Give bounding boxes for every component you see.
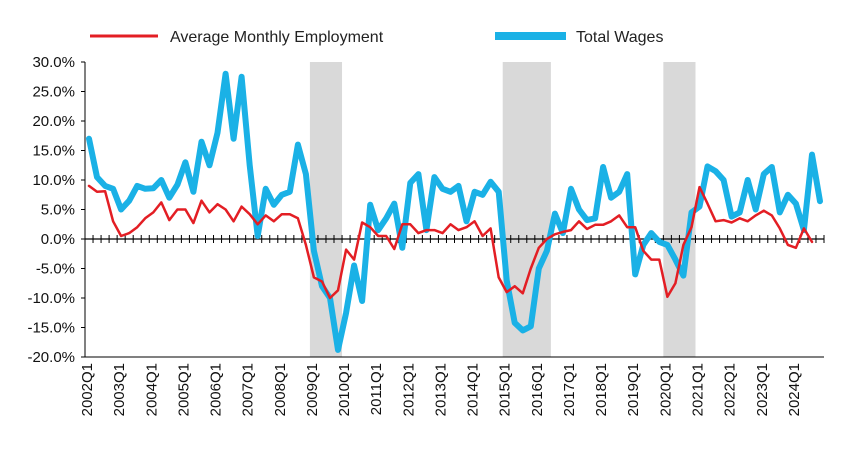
axes-layer: 30.0% 25.0% 20.0% 15.0% 10.0% 5.0% 0.0% -5.0% -1… [27, 54, 825, 416]
y-tick-label: 10.0% [32, 172, 75, 189]
y-tick-label: -15.0% [27, 320, 75, 337]
series-layer [86, 70, 823, 353]
x-tick-label: 2010Q1 [336, 363, 353, 416]
x-tick-label: 2016Q1 [529, 363, 546, 416]
legend-label-employment: Average Monthly Employment [170, 29, 384, 46]
y-tick-label: 25.0% [32, 84, 75, 101]
x-tick-label: 2008Q1 [272, 363, 289, 416]
x-tick-label: 2018Q1 [593, 363, 610, 416]
y-tick-label: 15.0% [32, 143, 75, 160]
x-tick-label: 2024Q1 [786, 363, 803, 416]
x-tick-label: 2006Q1 [208, 363, 225, 416]
y-tick-label: -10.0% [27, 290, 75, 307]
x-tick-label: 2020Q1 [657, 363, 674, 416]
y-tick-label: 0.0% [41, 231, 75, 248]
x-tick-label: 2023Q1 [754, 363, 771, 416]
y-tick-label: 5.0% [41, 202, 75, 219]
x-tick-label: 2013Q1 [432, 363, 449, 416]
x-tick-label: 2022Q1 [722, 363, 739, 416]
x-tick-label: 2014Q1 [465, 363, 482, 416]
x-tick-label: 2017Q1 [561, 363, 578, 416]
recession-band-3 [663, 62, 696, 357]
x-tick-label: 2015Q1 [497, 363, 514, 416]
x-tick-label: 2002Q1 [79, 363, 96, 416]
y-tick-label: -20.0% [27, 349, 75, 366]
x-tick-label: 2005Q1 [175, 363, 192, 416]
x-tick-label: 2011Q1 [368, 363, 385, 415]
y-tick-label: 20.0% [32, 113, 75, 130]
legend: Average Monthly Employment Total Wages [90, 29, 663, 46]
y-tick-label: -5.0% [36, 261, 75, 278]
recession-band-1 [309, 62, 343, 357]
legend-label-total-wages: Total Wages [576, 29, 663, 46]
x-tick-label: 2007Q1 [240, 363, 257, 416]
x-tick-label: 2009Q1 [304, 363, 321, 416]
x-tick-label: 2003Q1 [111, 363, 128, 416]
y-tick-label: 30.0% [32, 54, 75, 71]
x-tick-label: 2012Q1 [400, 363, 417, 416]
x-tick-label: 2004Q1 [143, 363, 160, 416]
x-tick-label: 2021Q1 [689, 363, 706, 416]
series-line-employment [87, 184, 814, 300]
x-tick-label: 2019Q1 [625, 363, 642, 416]
series-line-total-wages [86, 70, 823, 353]
recession-shading-layer [309, 62, 696, 357]
